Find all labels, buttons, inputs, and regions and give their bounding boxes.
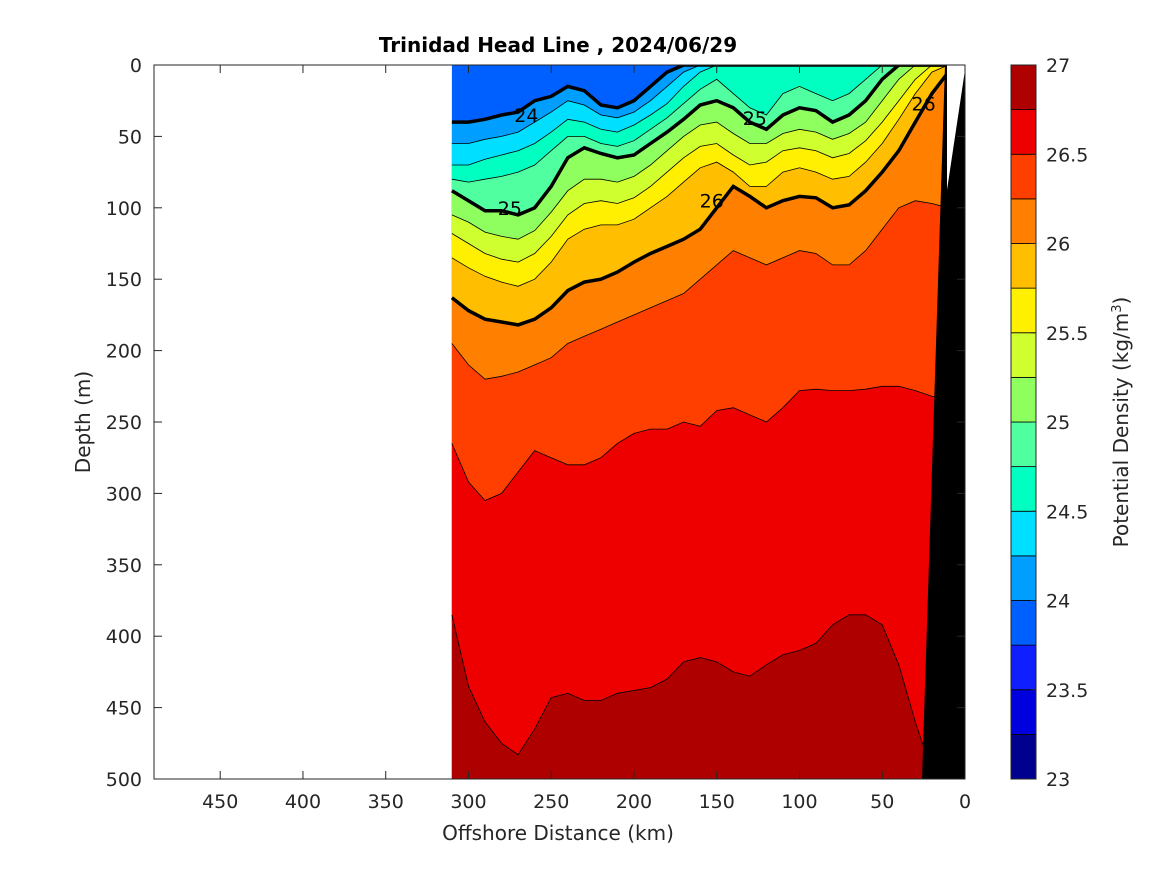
colorbar-segment: [1010, 466, 1037, 512]
x-tick-label: 350: [368, 791, 404, 813]
colorbar-segment: [1010, 689, 1037, 735]
colorbar-label: Potential Density (kg/m3): [1109, 297, 1133, 548]
contour-line: [451, 614, 965, 779]
colorbar-segment: [1010, 644, 1037, 691]
nearshore-gap: [947, 65, 965, 190]
x-tick-label: 450: [202, 791, 238, 813]
colorbar: 23 23.5 24 24.5 25 25.5 26 26.5 27 Potential Den…: [1010, 55, 1133, 791]
y-tick-label: 450: [106, 698, 142, 720]
colorbar-ticks: 23 23.5 24 24.5 25 25.5 26 26.5 27: [1031, 55, 1088, 791]
x-axis-ticks: 450 400 350 300 250 200 150 100 50 0: [202, 65, 971, 813]
y-tick-label: 50: [118, 126, 142, 148]
colorbar-segment: [1010, 153, 1037, 200]
colorbar-label-superscript: 3: [1110, 304, 1125, 312]
colorbar-tick-label: 25.5: [1046, 323, 1088, 345]
colorbar-tick-label: 24: [1046, 591, 1070, 613]
colorbar-tick-label: 25: [1046, 412, 1070, 434]
contour-line: [451, 65, 965, 183]
y-tick-label: 500: [106, 769, 142, 791]
x-tick-label: 100: [781, 791, 817, 813]
colorbar-segment: [1010, 376, 1037, 423]
colorbar-segment: [1010, 332, 1037, 378]
contour-line: [451, 65, 965, 287]
x-tick-label: 150: [699, 791, 735, 813]
x-tick-label: 400: [285, 791, 321, 813]
contour-label: 24: [514, 105, 538, 127]
colorbar-segment: [1010, 600, 1037, 646]
colorbar-tick-label: 23: [1046, 769, 1070, 791]
contour-line-bold: [451, 65, 965, 124]
colorbar-segment: [1010, 421, 1037, 468]
x-tick-label: 0: [959, 791, 971, 813]
contour-line-bold: [450, 65, 965, 217]
contour-lines: [450, 65, 965, 779]
colorbar-segment: [1010, 243, 1037, 289]
y-tick-label: 150: [106, 269, 142, 291]
x-axis-label: Offshore Distance (km): [442, 821, 674, 845]
y-tick-label: 0: [130, 55, 142, 77]
y-tick-label: 400: [106, 626, 142, 648]
colorbar-segment: [1010, 510, 1037, 557]
contour-line: [451, 200, 965, 380]
colorbar-tick-label: 26: [1046, 234, 1070, 256]
colorbar-segment: [1010, 64, 1037, 111]
y-axis-ticks: 0 50 100 150 200 250 300 350 400 450 500: [106, 55, 965, 791]
colorbar-segment: [1010, 555, 1037, 601]
contour-label: 26: [700, 191, 724, 213]
y-tick-label: 300: [106, 483, 142, 505]
contour-line: [451, 65, 965, 263]
contour-label: 26: [912, 94, 936, 116]
contour-fills: [451, 65, 965, 779]
y-tick-label: 200: [106, 341, 142, 363]
contour-label: 25: [498, 198, 522, 220]
y-axis-label: Depth (m): [71, 371, 95, 473]
x-tick-label: 250: [533, 791, 569, 813]
colorbar-segment: [1010, 198, 1037, 244]
contour-band: [451, 614, 965, 779]
contour-line: [451, 65, 965, 144]
y-tick-label: 100: [106, 198, 142, 220]
x-tick-label: 200: [616, 791, 652, 813]
x-tick-label: 300: [450, 791, 486, 813]
colorbar-label-text: Potential Density (kg/m: [1109, 313, 1133, 548]
colorbar-segment: [1010, 287, 1037, 334]
colorbar-segment: [1010, 109, 1037, 155]
colorbar-segment: [1010, 733, 1037, 780]
chart-title: Trinidad Head Line , 2024/06/29: [379, 33, 737, 57]
contour-labels: 24 25 25 26 26: [498, 94, 936, 220]
contour-line: [451, 385, 965, 501]
y-tick-label: 250: [106, 412, 142, 434]
contour-line: [451, 65, 965, 240]
contour-label: 25: [743, 108, 767, 130]
colorbar-tick-label: 27: [1046, 55, 1070, 77]
colorbar-tick-label: 26.5: [1046, 144, 1088, 166]
contour-line: [451, 65, 965, 166]
colorbar-tick-label: 23.5: [1046, 680, 1088, 702]
y-tick-label: 350: [106, 555, 142, 577]
contour-line-bold: [450, 70, 965, 327]
seafloor-shape: [922, 65, 965, 779]
colorbar-tick-label: 24.5: [1046, 501, 1088, 523]
colorbar-label-suffix: ): [1109, 297, 1133, 305]
x-tick-label: 50: [870, 791, 894, 813]
bathymetry: [922, 65, 965, 779]
